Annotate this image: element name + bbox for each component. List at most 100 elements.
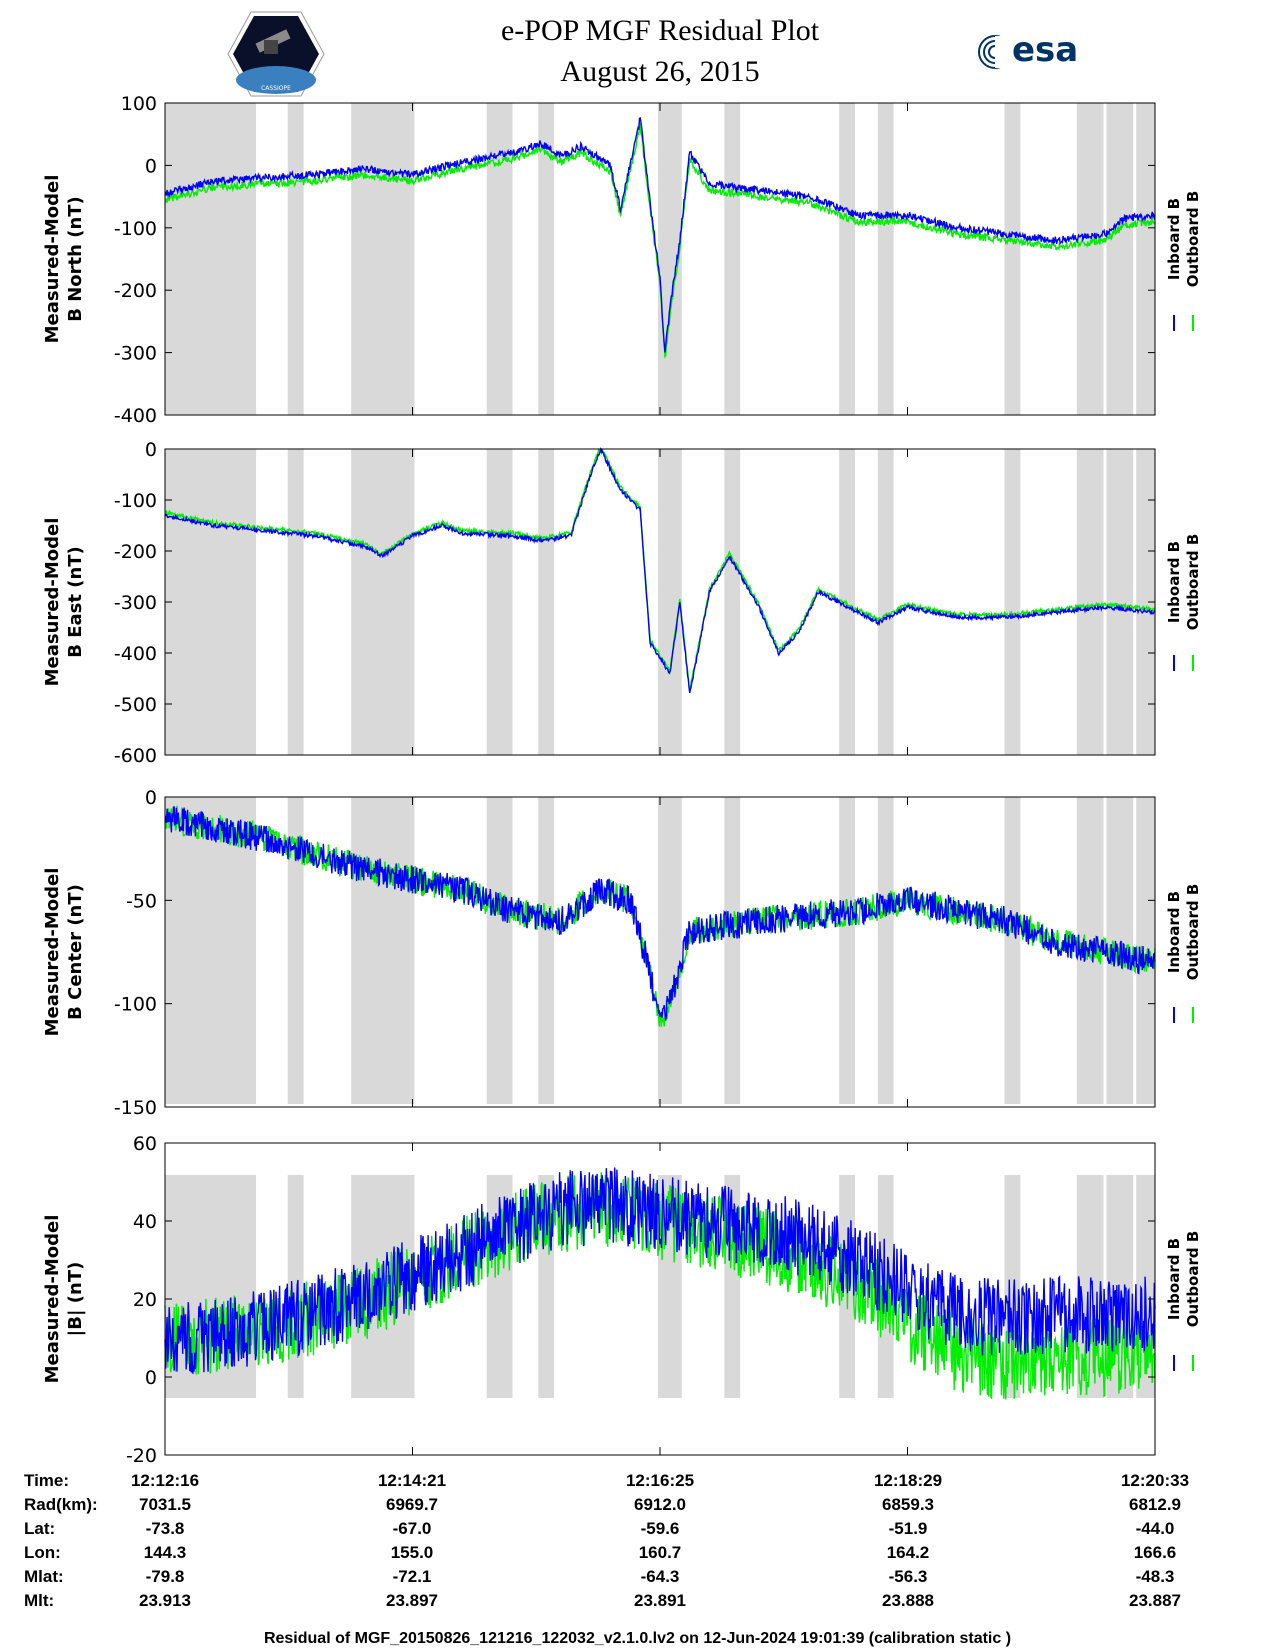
- legend-inboard-label: Inboard B: [1165, 541, 1183, 623]
- info-row: Mlt: 23.913 23.897 23.891 23.888 23.887: [0, 1591, 1275, 1613]
- y-tick-label: -300: [114, 592, 157, 614]
- info-cell: -56.3: [888, 1567, 928, 1586]
- y-tick-label: -400: [114, 405, 157, 427]
- info-row: Mlat: -79.8 -72.1 -64.3 -56.3 -48.3: [0, 1567, 1275, 1589]
- y-tick-label: -500: [114, 694, 157, 716]
- info-cell: 23.897: [386, 1591, 438, 1610]
- info-cell: 155.0: [390, 1543, 434, 1562]
- info-row-label: Lon:: [24, 1543, 61, 1562]
- y-axis-label-line1: Measured-Model: [42, 868, 63, 1037]
- info-cell: 166.6: [1133, 1543, 1177, 1562]
- y-axis-label-line2: B Center (nT): [65, 884, 86, 1020]
- info-cell: -59.6: [640, 1519, 680, 1538]
- shaded-region: [877, 103, 894, 415]
- info-cell: 12:16:25: [625, 1471, 695, 1490]
- info-cell: -44.0: [1135, 1519, 1175, 1538]
- inboard-series-line: [164, 116, 1156, 353]
- info-cell: 164.2: [886, 1543, 930, 1562]
- shaded-region: [538, 103, 555, 415]
- legend-outboard-label: Outboard B: [1184, 534, 1202, 631]
- info-cell: 23.887: [1129, 1591, 1181, 1610]
- shaded-region: [486, 449, 513, 755]
- inboard-series-line: [164, 806, 1156, 1021]
- info-row: Lat: -73.8 -67.0 -59.6 -51.9 -44.0: [0, 1519, 1275, 1541]
- shaded-region: [165, 103, 257, 415]
- y-tick-label: -150: [114, 1097, 157, 1119]
- info-cell: 7031.5: [139, 1495, 191, 1514]
- y-tick-label: -100: [114, 994, 157, 1016]
- y-tick-label: 60: [133, 1133, 157, 1155]
- shaded-region: [287, 797, 304, 1104]
- info-cell: 12:20:33: [1120, 1471, 1190, 1490]
- shaded-region: [724, 797, 741, 1104]
- y-axis-label-line1: Measured-Model: [42, 518, 63, 687]
- info-row-label: Mlat:: [24, 1567, 64, 1586]
- shaded-region: [877, 449, 894, 755]
- panel-1: 100 0 -100 -200 -300 -400 Measured-Model B Nort…: [42, 93, 1202, 427]
- y-tick-label: 0: [145, 787, 157, 809]
- shaded-region: [351, 103, 415, 415]
- plot-title: e-POP MGF Residual Plot: [500, 14, 820, 47]
- shaded-region: [287, 1175, 304, 1398]
- shaded-region: [724, 103, 741, 415]
- y-tick-label: 0: [145, 439, 157, 461]
- shaded-region: [658, 449, 682, 755]
- shaded-region: [839, 103, 856, 415]
- info-cell: 12:18:29: [873, 1471, 943, 1490]
- shaded-region: [1004, 103, 1021, 415]
- y-axis-label-line1: Measured-Model: [42, 175, 63, 344]
- info-cell: 12:12:16: [130, 1471, 200, 1490]
- info-row-label: Rad(km):: [24, 1495, 98, 1514]
- shaded-region: [877, 1175, 894, 1398]
- shaded-region: [1136, 103, 1155, 415]
- legend-inboard-label: Inboard B: [1165, 891, 1183, 973]
- y-tick-label: 0: [145, 1367, 157, 1389]
- shaded-region: [486, 103, 513, 415]
- y-axis-label-line2: B North (nT): [65, 196, 86, 322]
- shaded-region: [165, 449, 257, 755]
- info-cell: 144.3: [143, 1543, 187, 1562]
- info-cell: -64.3: [640, 1567, 680, 1586]
- shaded-region: [1076, 103, 1104, 415]
- info-cell: 6912.0: [634, 1495, 686, 1514]
- info-cell: 23.913: [139, 1591, 191, 1610]
- shaded-region: [165, 797, 257, 1104]
- shaded-region: [538, 797, 555, 1104]
- info-row: Rad(km): 7031.5 6969.7 6912.0 6859.3 6812.9: [0, 1495, 1275, 1517]
- y-tick-label: -200: [114, 541, 157, 563]
- y-tick-label: 40: [133, 1211, 157, 1233]
- shaded-region: [1106, 449, 1134, 755]
- info-cell: -51.9: [888, 1519, 928, 1538]
- y-tick-label: -200: [114, 280, 157, 302]
- legend-outboard-label: Outboard B: [1184, 884, 1202, 981]
- y-axis-label-line2: B East (nT): [65, 546, 86, 658]
- y-tick-label: 0: [145, 155, 157, 177]
- esa-logo-text: esa: [1012, 30, 1079, 70]
- y-tick-label: -100: [114, 218, 157, 240]
- y-tick-label: -20: [126, 1445, 157, 1467]
- cassiope-logo: CASSIOPE: [227, 11, 325, 97]
- y-tick-label: 20: [133, 1289, 157, 1311]
- panel-3: 0 -50 -100 -150 Measured-Model B Center (nT) I…: [42, 787, 1202, 1119]
- shaded-region: [287, 449, 304, 755]
- y-tick-label: -600: [114, 745, 157, 767]
- shaded-region: [1076, 449, 1104, 755]
- panel-2: 0 -100 -200 -300 -400 -500 -600 Measured-Model B…: [42, 439, 1202, 767]
- y-tick-label: 100: [121, 93, 157, 115]
- shaded-region: [839, 797, 856, 1104]
- shaded-region: [724, 449, 741, 755]
- info-cell: 23.891: [634, 1591, 686, 1610]
- info-cell: -48.3: [1135, 1567, 1175, 1586]
- shaded-region: [486, 797, 513, 1104]
- info-cell: -72.1: [392, 1567, 432, 1586]
- y-tick-label: -400: [114, 643, 157, 665]
- y-tick-label: -100: [114, 490, 157, 512]
- y-axis-label-line1: Measured-Model: [42, 1215, 63, 1384]
- info-cell: 12:14:21: [377, 1471, 447, 1490]
- shaded-region: [351, 449, 415, 755]
- shaded-region: [1004, 797, 1021, 1104]
- shaded-region: [839, 449, 856, 755]
- shaded-region: [1004, 449, 1021, 755]
- info-cell: -73.8: [145, 1519, 185, 1538]
- info-row: Lon: 144.3 155.0 160.7 164.2 166.6: [0, 1543, 1275, 1565]
